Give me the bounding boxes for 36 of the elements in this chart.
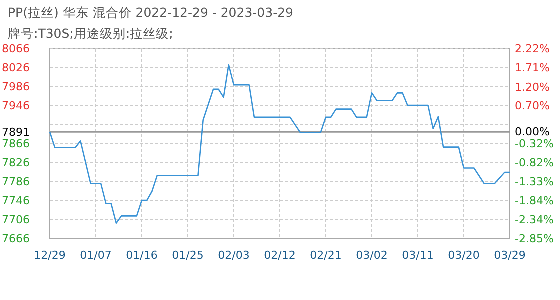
chart-subtitle: 牌号:T30S;用途级别:拉丝级; bbox=[8, 26, 174, 41]
x-tick-label: 01/16 bbox=[126, 248, 158, 262]
x-tick-label: 02/21 bbox=[310, 248, 342, 262]
y2-tick-label: 2.22% bbox=[515, 42, 550, 56]
y-tick-label: 7666 bbox=[2, 232, 30, 246]
y2-tick-label: -1.33% bbox=[515, 176, 554, 189]
y-tick-label: 8026 bbox=[2, 62, 30, 75]
line-series bbox=[49, 64, 511, 224]
y2-tick-label: -0.82% bbox=[515, 156, 554, 170]
y-tick-label: 7786 bbox=[2, 176, 30, 189]
x-tick-label: 12/29 bbox=[34, 248, 66, 262]
y-tick-label: 7986 bbox=[2, 80, 30, 94]
y2-tick-label: -2.34% bbox=[515, 213, 554, 226]
y2-tick-label: -1.84% bbox=[515, 194, 554, 208]
chart-title: PP(拉丝) 华东 混合价 2022-12-29 - 2023-03-29 bbox=[8, 5, 294, 20]
y-tick-label: 7746 bbox=[2, 194, 30, 208]
y2-tick-label: 1.71% bbox=[515, 62, 550, 75]
y2-tick-label: 0.00% bbox=[515, 126, 550, 139]
x-tick-label: 01/25 bbox=[172, 248, 204, 262]
y-tick-label: 7866 bbox=[2, 138, 30, 151]
y-tick-label: 8066 bbox=[2, 42, 30, 56]
y2-tick-label: -2.85% bbox=[515, 232, 554, 246]
x-tick-label: 03/02 bbox=[356, 248, 388, 262]
y-tick-label: 7826 bbox=[2, 156, 30, 170]
y2-tick-label: -0.32% bbox=[515, 138, 554, 151]
ref-line-label: 7891 bbox=[2, 126, 30, 140]
y2-tick-label: 1.20% bbox=[515, 80, 550, 94]
x-tick-label: 02/03 bbox=[218, 248, 250, 262]
y-tick-label: 7946 bbox=[2, 100, 30, 113]
x-tick-label: 02/12 bbox=[264, 248, 296, 262]
y2-tick-label: 0.70% bbox=[515, 99, 550, 112]
x-tick-label: 03/20 bbox=[448, 248, 480, 262]
x-tick-label: 03/11 bbox=[402, 248, 434, 262]
x-tick-label: 03/29 bbox=[494, 248, 526, 262]
y-tick-label: 7706 bbox=[2, 214, 30, 227]
x-tick-label: 01/07 bbox=[80, 248, 112, 262]
